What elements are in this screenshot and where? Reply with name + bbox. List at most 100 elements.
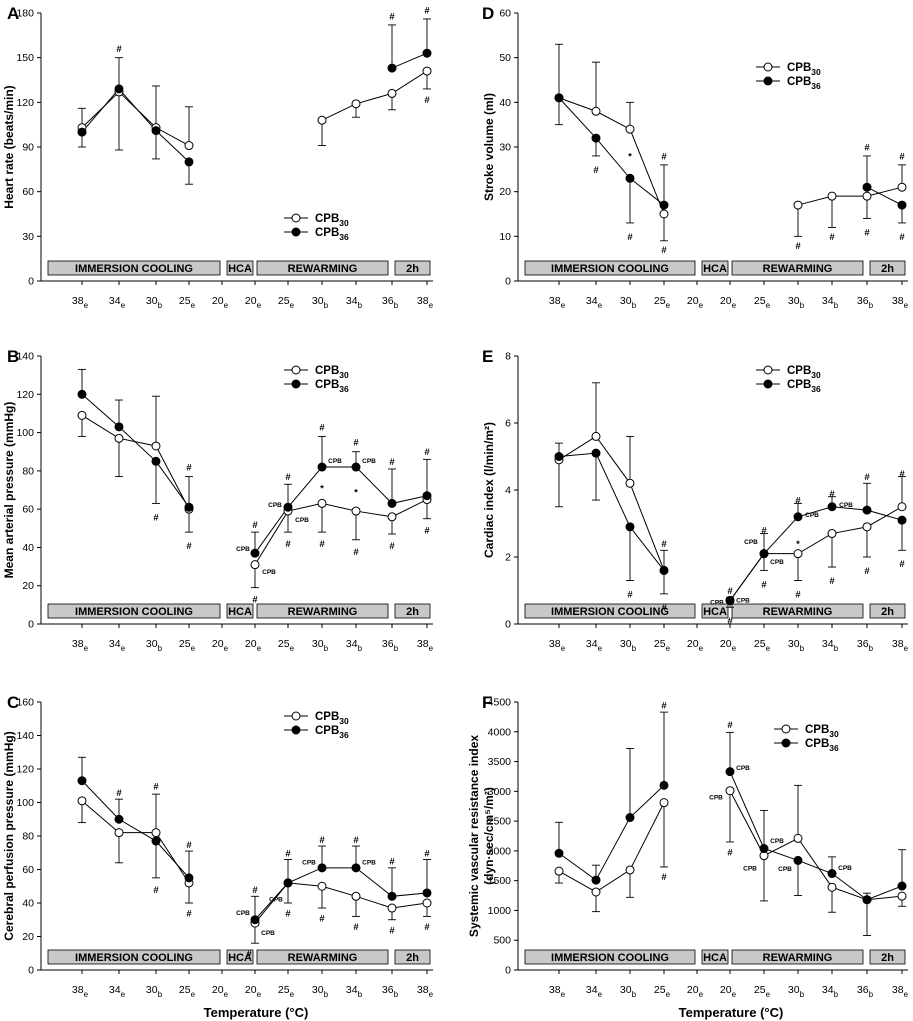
legend-marker-cpb30 [291,711,301,721]
significance-hash: # [353,438,359,449]
legend-label-subscript: 36 [811,384,821,394]
significance-hash: # [186,463,192,474]
x-tick-label: 30b [146,295,163,310]
phase-label: REWARMING [763,952,833,964]
y-tick-label: 140 [16,730,34,742]
significance-hash: # [285,848,291,859]
significance-hash: # [661,872,667,883]
x-tick-label: 34b [346,984,363,999]
data-point-cpb30 [827,191,837,201]
cpb-marker: CPB [736,765,750,772]
legend-label-subscript: 30 [339,218,349,228]
cpb-marker: CPB [362,860,376,867]
significance-hash: # [899,232,905,243]
x-tick-label: 30b [620,984,637,999]
series-line-cpb30 [558,97,665,215]
significance-hash: # [661,539,667,550]
significance-hash: # [899,559,905,570]
series-line-cpb30 [81,414,190,510]
data-point-cpb36 [422,491,432,501]
significance-hash: # [424,526,430,537]
y-tick-label: 2500 [488,816,512,828]
x-tick-subscript: b [394,990,399,999]
significance-hash: # [761,579,767,590]
y-tick-label: 0 [28,276,34,288]
cpb-marker: CPB [805,512,819,519]
x-tick-label: 34b [346,638,363,653]
phase-box [394,603,431,619]
data-point-cpb30 [591,887,601,897]
significance-hash: # [727,616,733,627]
y-tick-label: 140 [16,351,34,363]
phase-label: IMMERSION COOLING [75,606,193,618]
data-point-cpb36 [659,780,669,790]
phase-box [701,603,729,619]
cpb-marker: CPB [261,930,275,937]
significance-hash: # [285,909,291,920]
x-tick-subscript: e [766,644,771,653]
legend-label: CPB30 [805,724,839,739]
legend-label: CPB36 [315,227,349,242]
significance-hash: # [319,539,325,550]
significance-star: * [796,539,800,550]
legend-marker-cpb30 [291,213,301,223]
x-tick-subscript: b [358,301,363,310]
x-tick-label: 20e [212,295,229,310]
series-line-cpb36 [729,506,903,601]
phase-box [731,260,864,276]
x-tick-subscript: b [800,301,805,310]
x-tick-label: 30b [312,295,329,310]
legend-label: CPB30 [315,365,349,380]
x-tick-subscript: e [257,644,262,653]
x-tick-subscript: b [834,990,839,999]
data-point-cpb30 [897,502,907,512]
x-tick-subscript: e [84,644,89,653]
data-point-cpb30 [793,833,803,843]
panel-letter: A [7,4,19,23]
y-tick-label: 60 [22,186,34,198]
x-tick-subscript: b [834,301,839,310]
significance-hash: # [864,472,870,483]
legend-label-subscript: 30 [339,370,349,380]
x-tick-subscript: e [224,301,229,310]
significance-hash: # [661,603,667,614]
phase-box [256,949,389,965]
data-point-cpb36 [184,873,194,883]
significance-hash: # [116,788,122,799]
significance-hash: # [252,520,258,531]
x-tick-label: 38e [72,984,89,999]
x-tick-subscript: e [191,301,196,310]
y-tick-label: 60 [499,8,511,20]
y-tick-label: 120 [16,764,34,776]
legend-label: CPB30 [315,213,349,228]
significance-hash: # [353,922,359,933]
x-tick-label: 30b [312,638,329,653]
data-point-cpb30 [897,891,907,901]
x-tick-subscript: b [158,301,163,310]
y-axis-label: Stroke volume (ml) [482,93,496,201]
x-tick-subscript: b [869,990,874,999]
x-tick-label: 36b [857,984,874,999]
phase-label: IMMERSION COOLING [551,263,669,275]
cpb-marker: CPB [839,502,853,509]
panel-letter: D [482,4,494,23]
series-line-cpb30 [729,790,903,901]
x-tick-label: 20e [245,984,262,999]
significance-hash: # [424,6,430,17]
x-tick-label: 25e [278,638,295,653]
data-point-cpb30 [351,891,361,901]
legend-label: CPB30 [315,711,349,726]
panel-letter: B [7,347,19,366]
y-tick-label: 500 [493,935,511,947]
y-axis-label-line2: (dyn·sec/cm⁵/m²) [482,787,496,885]
data-point-cpb36 [897,515,907,525]
phase-label: IMMERSION COOLING [551,952,669,964]
data-point-cpb36 [77,389,87,399]
x-tick-subscript: e [699,644,704,653]
phase-box [226,603,254,619]
x-tick-label: 38e [72,638,89,653]
